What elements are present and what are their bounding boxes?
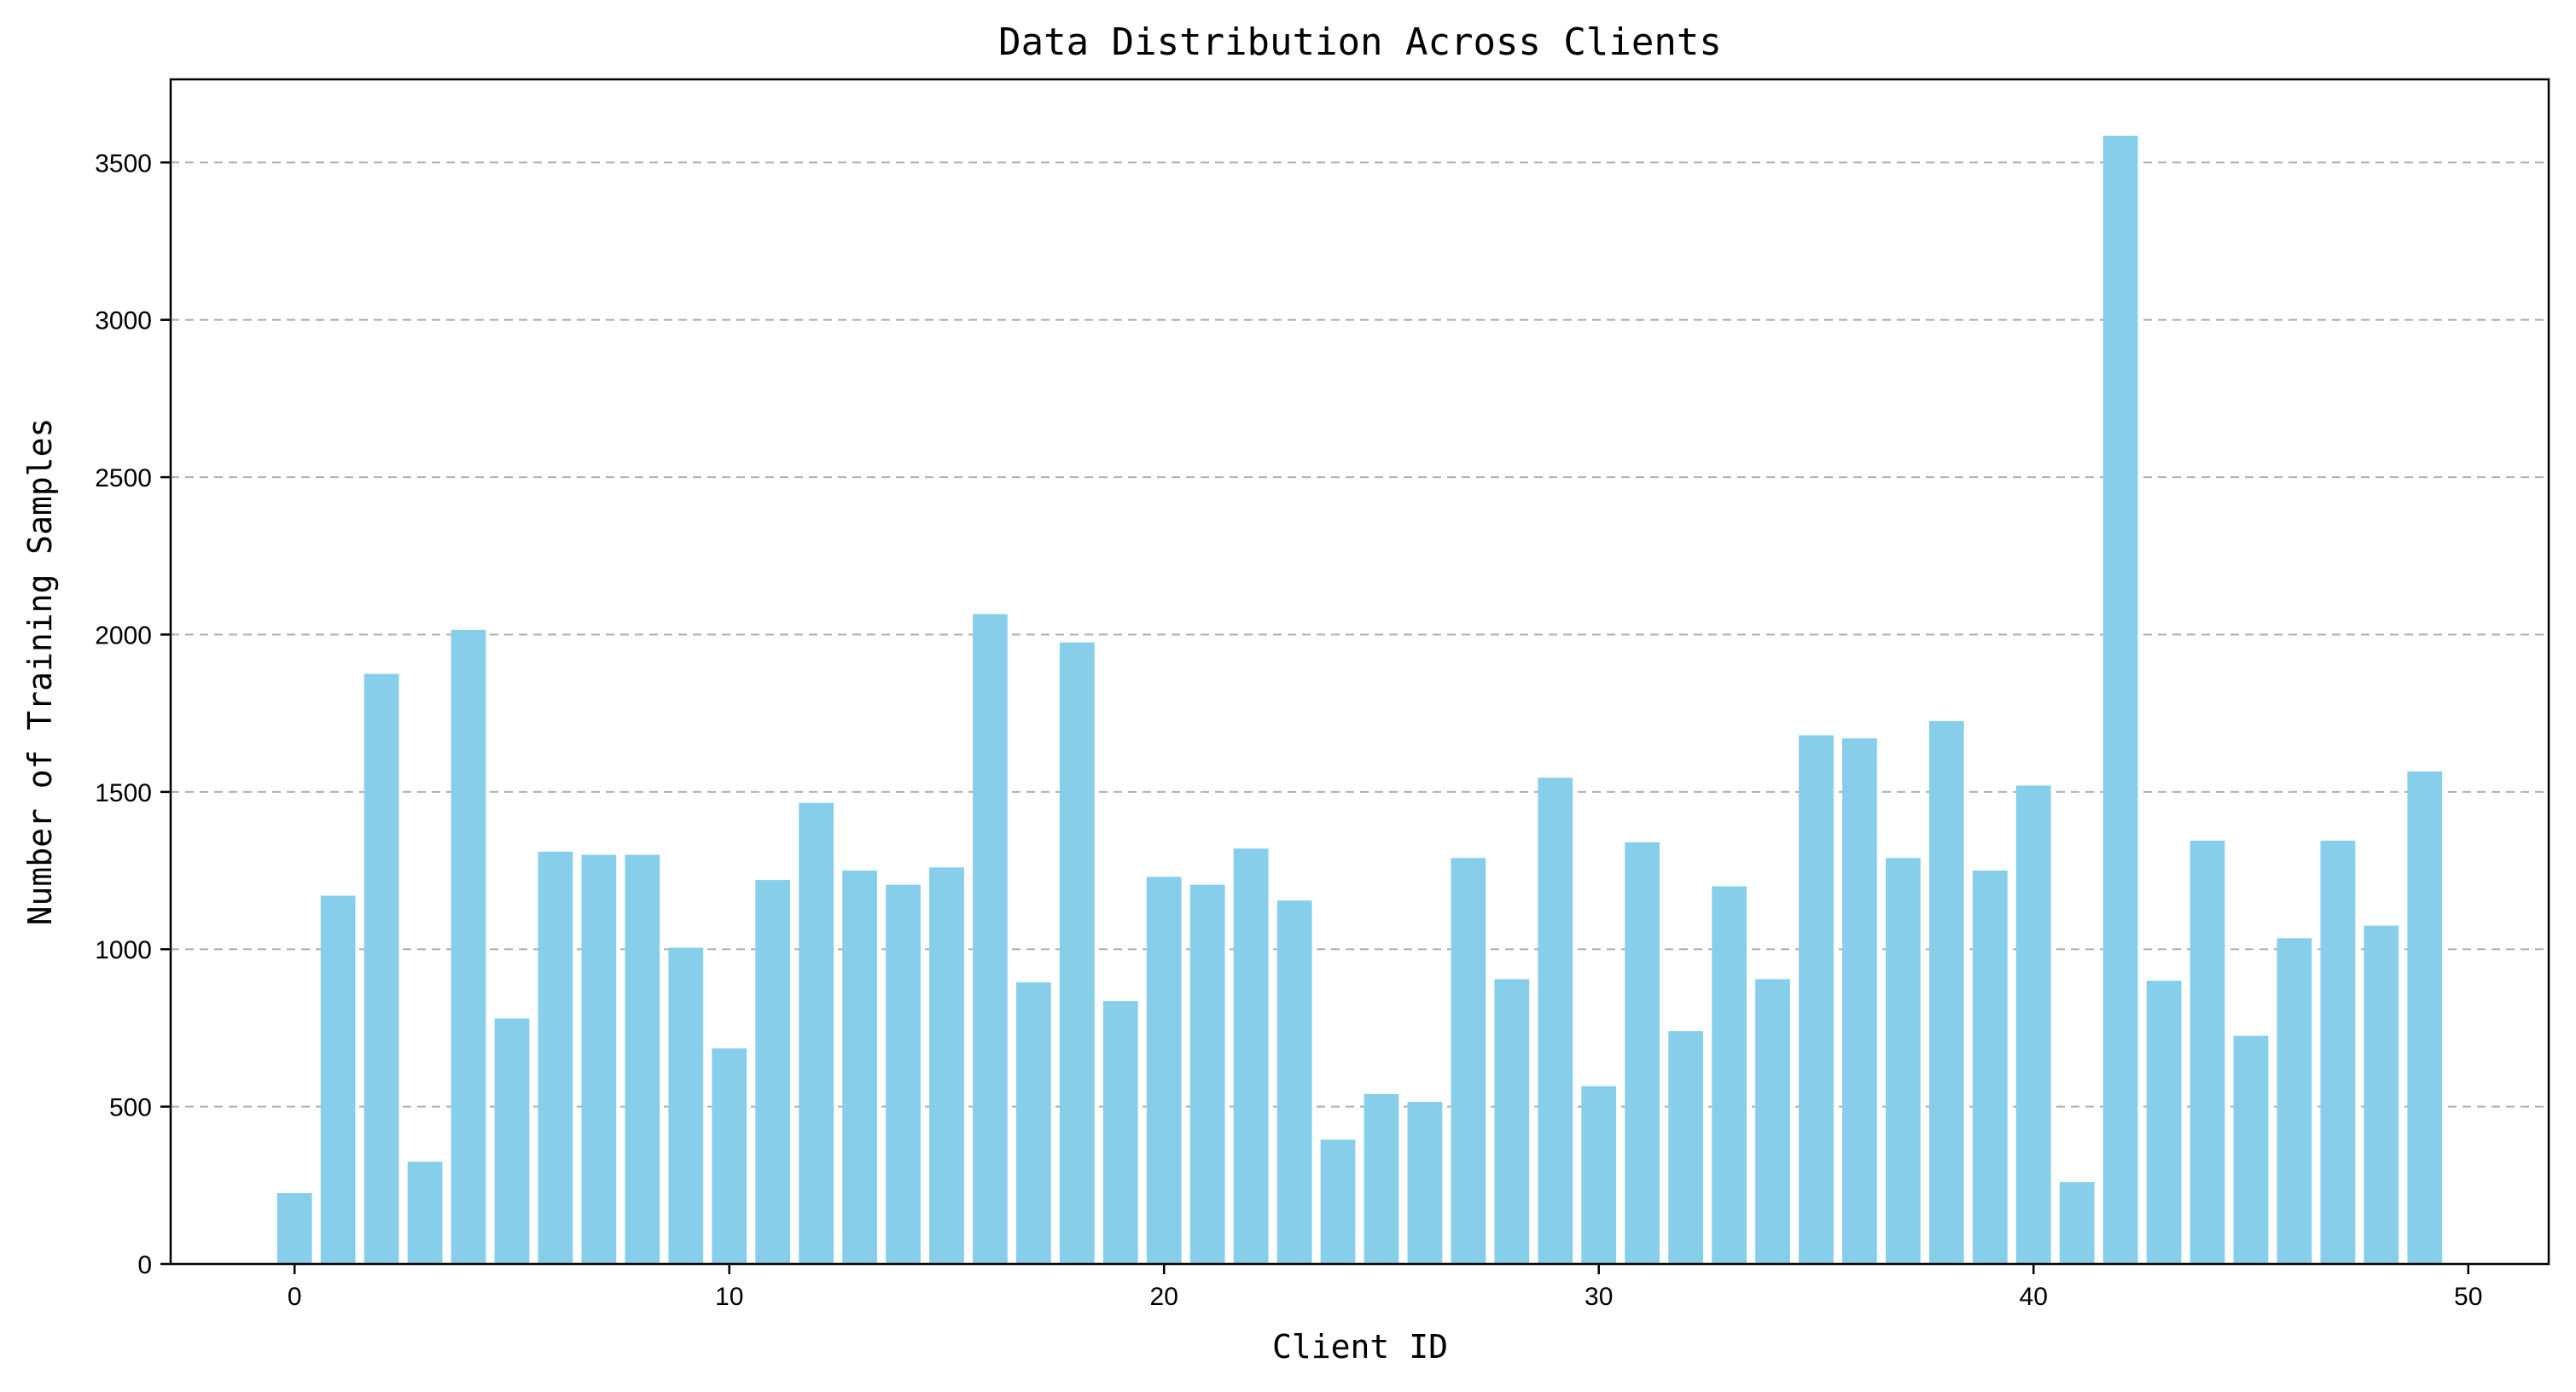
bar-client-24 — [1320, 1139, 1356, 1264]
bar-client-18 — [1059, 642, 1095, 1264]
y-axis-ticks: 0 500 1000 1500 2000 2500 3000 3500 — [95, 149, 171, 1279]
bar-client-37 — [1886, 858, 1921, 1264]
bar-client-43 — [2146, 981, 2182, 1264]
x-axis-ticks: 0 10 20 30 40 50 — [288, 1264, 2482, 1311]
bar-client-38 — [1928, 720, 1964, 1264]
bar-client-39 — [1972, 871, 2008, 1264]
bar-client-32 — [1668, 1031, 1704, 1264]
x-tick-label: 10 — [715, 1283, 743, 1311]
y-tick-label: 1500 — [95, 779, 152, 807]
y-tick-label: 0 — [137, 1251, 152, 1279]
bar-client-49 — [2407, 771, 2443, 1264]
chart-title: Data Distribution Across Clients — [998, 20, 1722, 64]
bar-client-10 — [712, 1048, 747, 1264]
bar-client-40 — [2015, 785, 2051, 1264]
bar-client-12 — [799, 802, 834, 1264]
bar-client-44 — [2189, 841, 2225, 1264]
bar-client-48 — [2364, 925, 2399, 1264]
bar-client-1 — [320, 895, 356, 1264]
y-tick-label: 1000 — [95, 936, 152, 964]
bar-client-3 — [407, 1162, 443, 1264]
bar-client-22 — [1233, 848, 1269, 1264]
x-tick-label: 0 — [288, 1283, 302, 1311]
bar-client-42 — [2102, 136, 2138, 1264]
bar-client-31 — [1625, 842, 1660, 1264]
bars-group — [276, 136, 2443, 1264]
bar-client-0 — [276, 1193, 312, 1264]
x-tick-label: 30 — [1585, 1283, 1613, 1311]
bar-client-6 — [538, 851, 573, 1264]
bar-client-15 — [929, 867, 964, 1264]
bar-client-17 — [1015, 981, 1051, 1264]
bar-client-46 — [2277, 938, 2312, 1264]
bar-client-20 — [1146, 877, 1182, 1264]
y-tick-label: 3500 — [95, 149, 152, 178]
bar-client-35 — [1799, 735, 1834, 1264]
bar-client-47 — [2320, 841, 2356, 1264]
x-tick-label: 40 — [2020, 1283, 2048, 1311]
bar-client-41 — [2059, 1182, 2095, 1264]
bar-client-34 — [1755, 979, 1790, 1264]
x-tick-label: 20 — [1150, 1283, 1178, 1311]
bar-client-33 — [1712, 886, 1747, 1264]
bar-client-2 — [363, 673, 399, 1264]
y-tick-label: 2000 — [95, 621, 152, 649]
bar-client-7 — [581, 854, 617, 1264]
bar-client-13 — [842, 871, 877, 1264]
bar-client-45 — [2233, 1035, 2269, 1264]
bar-client-29 — [1538, 778, 1573, 1264]
bar-client-27 — [1451, 858, 1486, 1264]
y-tick-label: 500 — [109, 1094, 152, 1122]
y-tick-label: 3000 — [95, 307, 152, 335]
x-axis-label: Client ID — [1272, 1328, 1448, 1366]
bar-client-21 — [1189, 884, 1225, 1264]
x-tick-label: 50 — [2454, 1283, 2482, 1311]
bar-client-11 — [755, 880, 791, 1264]
plot-frame — [169, 78, 2550, 1266]
bar-client-36 — [1842, 738, 1877, 1264]
bar-client-28 — [1494, 979, 1530, 1264]
bar-client-4 — [451, 629, 486, 1264]
y-tick-label: 2500 — [95, 464, 152, 492]
bar-client-5 — [494, 1018, 530, 1264]
bar-client-26 — [1407, 1102, 1443, 1264]
bar-client-19 — [1102, 1001, 1138, 1264]
bar-client-8 — [625, 854, 660, 1264]
y-axis-label: Number of Training Samples — [21, 418, 59, 926]
bar-client-30 — [1581, 1086, 1617, 1264]
bar-client-25 — [1364, 1093, 1399, 1264]
bar-client-23 — [1276, 900, 1312, 1264]
bar-client-16 — [973, 614, 1008, 1264]
bar-client-14 — [886, 884, 921, 1264]
bar-client-9 — [668, 947, 704, 1264]
